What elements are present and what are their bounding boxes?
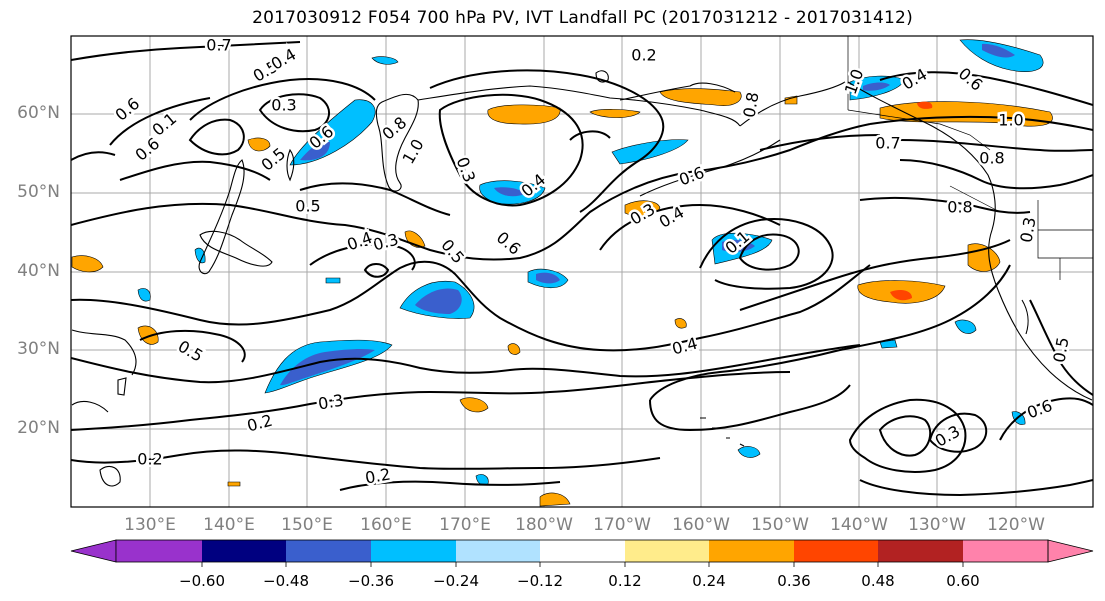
colorbar-tick-label: −0.48	[263, 572, 309, 590]
colorbar-segment	[371, 540, 456, 562]
colorbar-outline	[115, 539, 1049, 563]
contour-label: 0.8	[979, 149, 1004, 168]
longitude-label: 170°E	[439, 515, 491, 535]
contour-label: 1.0	[998, 111, 1023, 130]
positive-anomaly-cores	[890, 101, 933, 301]
colorbar-segment	[794, 540, 878, 562]
colorbar-tick-label: −0.36	[348, 572, 394, 590]
colorbar-segment	[963, 540, 1048, 562]
longitude-label: 160°W	[672, 515, 730, 535]
borders	[847, 36, 1093, 280]
colorbar-tick-label: 0.24	[692, 572, 726, 590]
colorbar-segment	[625, 540, 709, 562]
colorbar	[70, 539, 1094, 567]
longitude-label: 160°E	[360, 515, 412, 535]
longitude-label: 170°W	[593, 515, 651, 535]
colorbar-extend-high	[1047, 539, 1094, 563]
contour-label: 0.2	[631, 46, 656, 65]
contour-label: 0.2	[137, 450, 162, 469]
contour-label: 0.5	[295, 197, 320, 216]
longitude-label: 140°E	[203, 515, 255, 535]
colorbar-tick-label: 0.48	[861, 572, 895, 590]
colorbar-segment	[286, 540, 371, 562]
colorbar-segment	[202, 540, 286, 562]
map-frame	[70, 35, 1094, 508]
contour-label: 0.8	[947, 198, 972, 217]
map-title: 2017030912 F054 700 hPa PV, IVT Landfall…	[252, 8, 913, 28]
longitude-label: 180°W	[515, 515, 573, 535]
contour-label: 0.3	[271, 96, 296, 115]
colorbar-tick-label: −0.24	[433, 572, 479, 590]
latitude-label: 50°N	[17, 182, 60, 202]
latitude-label: 20°N	[17, 418, 60, 438]
colorbar-tick-label: 0.36	[777, 572, 811, 590]
longitude-label: 150°E	[281, 515, 333, 535]
latitude-label: 30°N	[17, 339, 60, 359]
latitude-label: 40°N	[17, 261, 60, 281]
colorbar-tick-label: −0.12	[517, 572, 563, 590]
pc-shading-layer	[71, 39, 1053, 507]
contour-label: 0.5	[1049, 336, 1072, 364]
contour-label: 0.7	[206, 36, 231, 55]
longitude-label: 140°W	[830, 515, 888, 535]
contour-label: 0.7	[875, 134, 900, 153]
colorbar-tick-label: −0.60	[179, 572, 225, 590]
longitude-label: 130°W	[908, 515, 966, 535]
pv-contours	[71, 41, 1093, 497]
longitude-label: 150°W	[751, 515, 809, 535]
colorbar-tick-label: 0.12	[608, 572, 642, 590]
colorbar-segment	[116, 540, 202, 562]
longitude-label: 120°W	[987, 515, 1045, 535]
colorbar-segment	[540, 540, 625, 562]
colorbar-extend-low	[70, 539, 117, 563]
colorbar-segment	[709, 540, 794, 562]
colorbar-segment	[456, 540, 540, 562]
longitude-label: 130°E	[124, 515, 176, 535]
colorbar-tick-label: 0.60	[946, 572, 980, 590]
latitude-label: 60°N	[17, 103, 60, 123]
colorbar-segment	[878, 540, 963, 562]
negative-anomaly-cores	[280, 43, 1015, 386]
